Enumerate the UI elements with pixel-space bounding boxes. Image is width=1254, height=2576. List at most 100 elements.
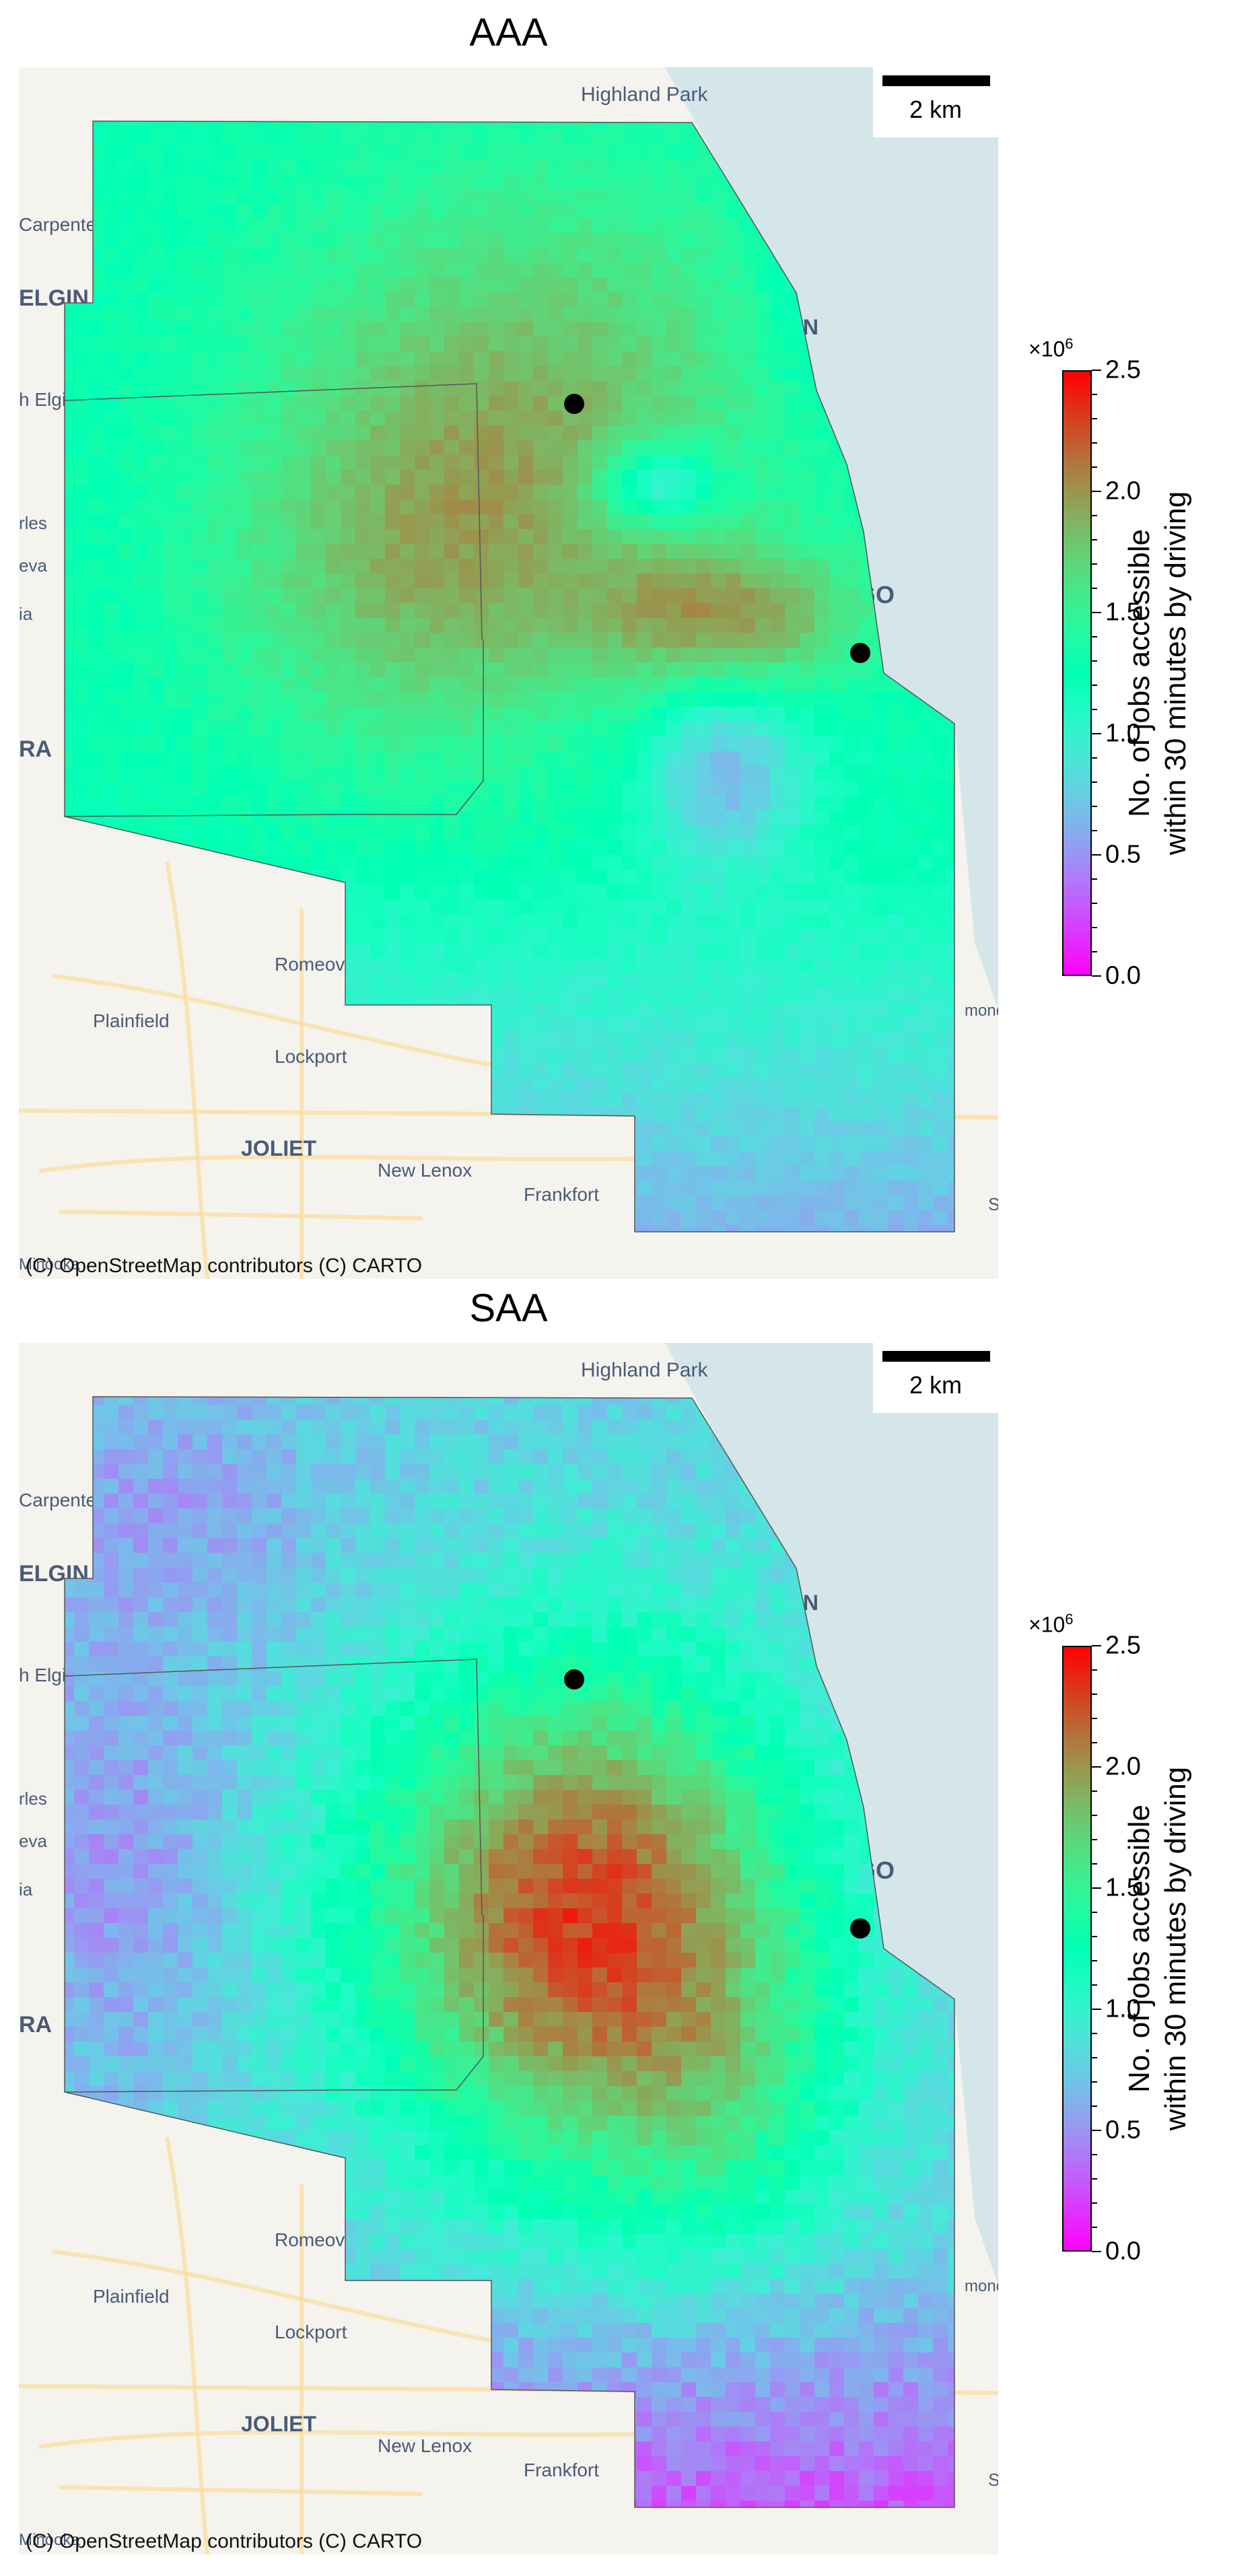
colorbar-multiplier: ×106 xyxy=(1029,1611,1074,1637)
basemap-road xyxy=(59,1210,423,1220)
colorbar-tick-label: 2.5 xyxy=(1105,355,1141,384)
colorbar-minor-tick xyxy=(1092,442,1097,444)
scale-bar-label: 2 km xyxy=(909,96,962,123)
colorbar-tick xyxy=(1092,2009,1101,2010)
scale-bar-line xyxy=(882,75,990,86)
colorbar-tick xyxy=(1092,1887,1101,1889)
panel-aaa: AAA Highland ParkBarringtonCarpentersELG… xyxy=(0,0,1254,1279)
colorbar: ×106 0.0 0.5 1.0 1.5 2.0 2.5 No. of jobs acce… xyxy=(1010,323,1254,990)
basemap-place-label: Frankfort xyxy=(524,1184,599,1205)
panel-title: AAA xyxy=(469,11,548,55)
colorbar-minor-tick xyxy=(1092,709,1097,710)
colorbar-minor-tick xyxy=(1092,2081,1097,2083)
colorbar-minor-tick xyxy=(1092,2227,1097,2228)
colorbar-minor-tick xyxy=(1092,1960,1097,1961)
basemap-road xyxy=(52,2250,558,2355)
colorbar-minor-tick xyxy=(1092,588,1097,589)
basemap-place-label: eva xyxy=(19,555,47,576)
basemap-road xyxy=(59,2485,423,2496)
colorbar-minor-tick xyxy=(1092,2178,1097,2180)
colorbar-tick-label: 2.0 xyxy=(1105,477,1141,506)
map-aaa[interactable]: Highland ParkBarringtonCarpentersELGINh … xyxy=(19,67,998,1279)
basemap-place-label: Highland Park xyxy=(581,1359,708,1381)
colorbar-minor-tick xyxy=(1092,1815,1097,1816)
colorbar-minor-tick xyxy=(1092,685,1097,686)
colorbar-minor-tick xyxy=(1092,951,1097,952)
basemap-place-label: JOLIET xyxy=(241,2412,316,2436)
basemap-place-label: RA xyxy=(19,2012,52,2038)
colorbar-minor-tick xyxy=(1092,1912,1097,1913)
accessibility-map: Highland ParkBarringtonCarpentersELGINh … xyxy=(19,1343,998,2554)
colorbar-title: No. of jobs accessible within 30 minutes… xyxy=(1123,1766,1192,2131)
colorbar-minor-tick xyxy=(1092,2033,1097,2034)
colorbar-minor-tick xyxy=(1092,2154,1097,2155)
location-marker[interactable] xyxy=(564,1669,584,1690)
colorbar-tick xyxy=(1092,854,1101,856)
scale-bar-label: 2 km xyxy=(909,1371,962,1399)
colorbar-minor-tick xyxy=(1092,466,1097,468)
colorbar-minor-tick xyxy=(1092,660,1097,662)
basemap-place-label: S xyxy=(988,2470,998,2490)
basemap-place-label: rles xyxy=(19,513,47,533)
colorbar-tick xyxy=(1092,1766,1101,1768)
colorbar-minor-tick xyxy=(1092,1936,1097,1937)
scale-bar: 2 km xyxy=(873,1343,998,1413)
basemap-place-label: New Lenox xyxy=(378,2435,472,2456)
colorbar-tick xyxy=(1092,2251,1101,2252)
colorbar-minor-tick xyxy=(1092,2202,1097,2204)
basemap-road xyxy=(38,1154,693,1173)
colorbar-minor-tick xyxy=(1092,1669,1097,1671)
colorbar-minor-tick xyxy=(1092,636,1097,637)
colorbar-tick-label: 1.5 xyxy=(1105,1873,1141,1902)
basemap-place-label: Minooka xyxy=(19,2531,80,2549)
basemap-place-label: Lockport xyxy=(275,1046,347,1067)
basemap-lake xyxy=(665,1343,998,2285)
location-marker[interactable] xyxy=(564,394,584,414)
basemap-place-label: Frankfort xyxy=(524,2460,599,2480)
colorbar-minor-tick xyxy=(1092,927,1097,928)
colorbar-minor-tick xyxy=(1092,394,1097,395)
colorbar-tick xyxy=(1092,2130,1101,2131)
accessibility-map: Highland ParkBarringtonCarpentersELGINh … xyxy=(19,67,998,1279)
colorbar-tick xyxy=(1092,370,1101,371)
basemap-place-label: mond xyxy=(965,1002,998,1020)
colorbar-minor-tick xyxy=(1092,781,1097,783)
basemap-place-label: S xyxy=(988,1194,998,1214)
map-saa[interactable]: Highland ParkBarringtonCarpentersELGINh … xyxy=(19,1343,998,2554)
colorbar-minor-tick xyxy=(1092,418,1097,419)
colorbar-tick-label: 0.0 xyxy=(1105,2237,1141,2266)
basemap-road xyxy=(52,974,558,1079)
basemap-place-label: New Lenox xyxy=(378,1160,472,1181)
basemap-road xyxy=(38,2430,693,2449)
colorbar-title: No. of jobs accessible within 30 minutes… xyxy=(1123,491,1192,856)
basemap-place-label: ia xyxy=(19,604,33,624)
colorbar-minor-tick xyxy=(1092,903,1097,904)
colorbar-minor-tick xyxy=(1092,757,1097,759)
basemap-place-label: JOLIET xyxy=(241,1136,316,1160)
basemap-place-label: ia xyxy=(19,1879,33,1900)
colorbar-tick-label: 1.0 xyxy=(1105,1994,1141,2023)
basemap-place-label: Plainfield xyxy=(93,1010,170,1031)
scale-bar: 2 km xyxy=(873,67,998,137)
colorbar-minor-tick xyxy=(1092,1694,1097,1695)
location-marker[interactable] xyxy=(850,643,870,663)
colorbar-minor-tick xyxy=(1092,1984,1097,1986)
basemap-place-label: mond xyxy=(965,2277,998,2295)
district-boundary xyxy=(64,1659,483,1916)
location-marker[interactable] xyxy=(850,1918,870,1939)
district-outline xyxy=(64,1396,955,2508)
colorbar-minor-tick xyxy=(1092,539,1097,541)
colorbar-tick-label: 2.0 xyxy=(1105,1752,1141,1781)
colorbar-tick-label: 1.5 xyxy=(1105,598,1141,627)
basemap-place-label: Lockport xyxy=(275,2322,347,2342)
colorbar-gradient xyxy=(1062,1646,1092,2252)
basemap-place-label: Highland Park xyxy=(581,83,708,106)
colorbar-tick-label: 0.5 xyxy=(1105,2116,1141,2145)
colorbar-tick xyxy=(1092,612,1101,613)
choropleth-tracts xyxy=(65,121,954,1232)
colorbar-gradient xyxy=(1062,370,1092,976)
district-boundary xyxy=(64,639,484,817)
colorbar-tick xyxy=(1092,1645,1101,1646)
colorbar-minor-tick xyxy=(1092,806,1097,807)
colorbar-tick-label: 0.5 xyxy=(1105,840,1141,869)
